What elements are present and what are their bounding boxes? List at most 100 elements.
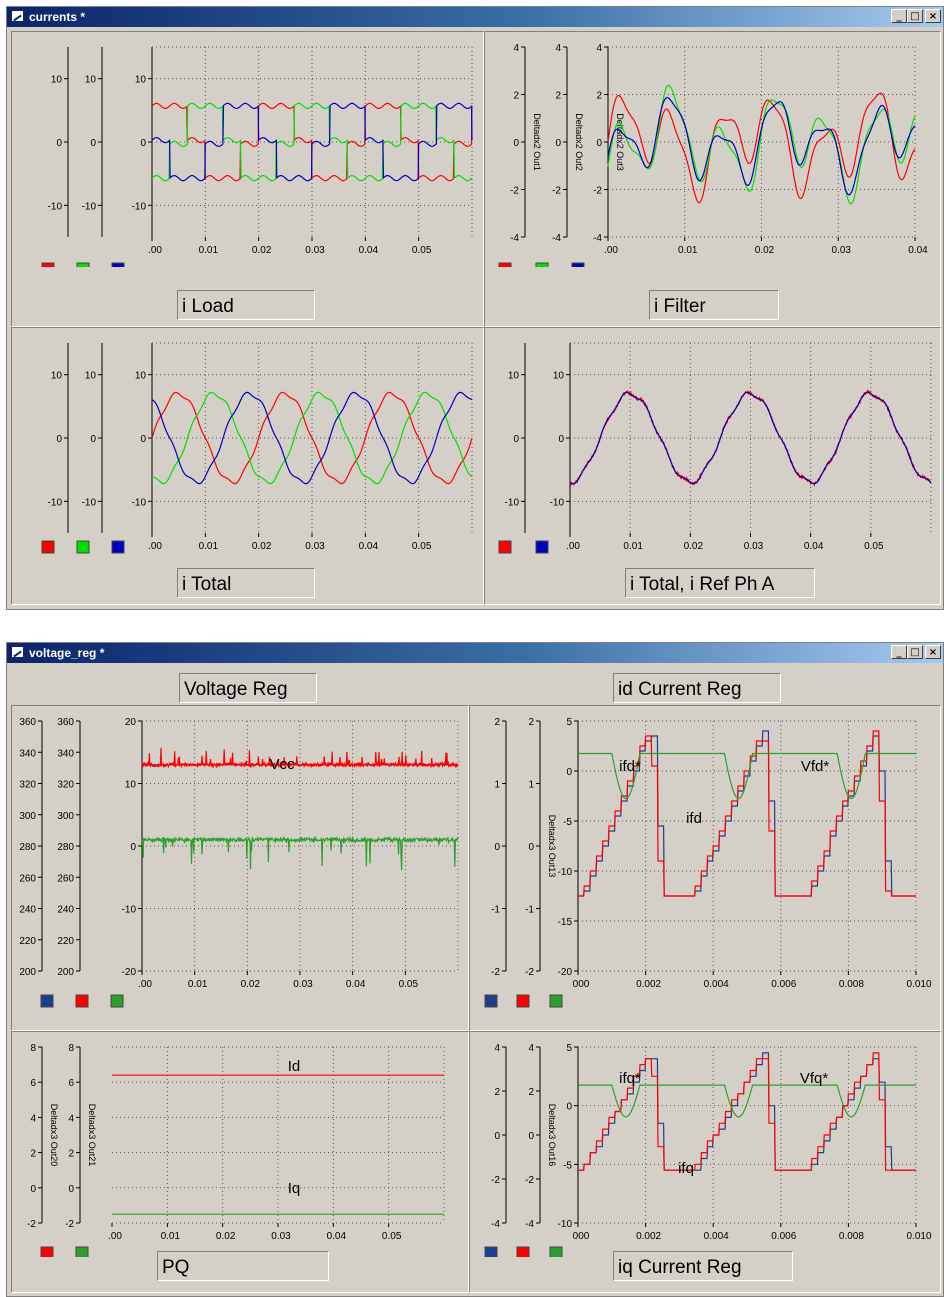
title-bar[interactable]: voltage_reg * _ □ × — [7, 643, 943, 663]
voltage-reg-panel — [11, 705, 469, 1031]
voltage-reg-chart[interactable]: 3603403203002802602402202003603403203002… — [12, 711, 467, 1013]
title-bar[interactable]: currents * _ □ × — [7, 7, 943, 27]
id-current-reg-chart[interactable]: 2 1 0 -1 -2 2 1 0 -1 -2 Deltadx3 Out13 5 0 -5 -10 -15 -2… — [470, 711, 938, 1013]
series-line — [578, 1084, 916, 1118]
i-total-ref-chart[interactable]: 10 0 -10 10 0 -10 .00 0.01 0.02 0.03 0.04 0.05 — [485, 333, 937, 563]
y-tick-label: 280 — [19, 842, 36, 853]
y-tick-label: 10 — [508, 371, 520, 382]
pq-panel — [11, 1031, 469, 1293]
close-button[interactable]: × — [925, 645, 941, 659]
x-tick-label: 0.03 — [744, 541, 764, 552]
i-total-ref-caption: i Total, i Ref Ph A — [625, 568, 815, 598]
x-tick-label: 0.04 — [359, 245, 379, 256]
y-tick-label: -4 — [593, 233, 602, 244]
maximize-button[interactable]: □ — [907, 9, 923, 23]
id-current-reg-panel — [469, 705, 941, 1031]
legend-swatch — [40, 1246, 54, 1257]
y-axis-title: Deltadx3 Out20 — [49, 1104, 59, 1167]
y-tick-label: 8 — [30, 1043, 36, 1054]
legend-swatch — [76, 262, 90, 267]
i-load-panel — [11, 31, 484, 327]
y-tick-label: 240 — [19, 905, 36, 916]
y-tick-label: 0 — [90, 138, 96, 149]
y-tick-label: 320 — [57, 780, 74, 791]
legend-swatch — [498, 540, 512, 554]
legend-swatch — [535, 262, 549, 267]
legend-swatch — [571, 262, 585, 267]
pq-caption: PQ — [157, 1251, 329, 1281]
x-tick-label: 0.03 — [305, 245, 325, 256]
i-total-chart[interactable]: 10 0 -10 10 0 -10 10 0 -10 .00 0.01 0.02 0.03 0.04 0.0… — [12, 333, 482, 563]
y-tick-label: -10 — [558, 867, 573, 878]
y-tick-label: 340 — [19, 748, 36, 759]
y-tick-label: -4 — [552, 233, 561, 244]
legend-swatch — [516, 1246, 530, 1257]
y-tick-label: -10 — [48, 201, 63, 212]
y-tick-label: -2 — [65, 1219, 74, 1230]
y-tick-label: 0 — [130, 842, 136, 853]
legend-swatch — [111, 262, 125, 267]
y-axis-title: Deltadx3 Out21 — [87, 1104, 97, 1167]
legend-swatch — [549, 994, 563, 1008]
x-tick-label: 0.004 — [704, 1231, 729, 1242]
y-tick-label: 10 — [51, 75, 63, 86]
y-tick-label: -5 — [563, 817, 572, 828]
y-tick-label: 0 — [56, 434, 62, 445]
pq-chart[interactable]: 8 6 4 2 0 -2 Deltadx3 Out20 8 6 4 2 0 -2 Deltadx3 Out… — [12, 1037, 467, 1257]
y-tick-label: 2 — [528, 717, 534, 728]
legend-swatch — [498, 262, 512, 267]
x-tick-label: 0.006 — [771, 979, 796, 990]
minimize-button[interactable]: _ — [891, 9, 907, 23]
series-annotation: ifq* — [619, 1070, 641, 1087]
minimize-button[interactable]: _ — [891, 645, 907, 659]
y-tick-label: -1 — [491, 905, 500, 916]
y-tick-label: -2 — [491, 967, 500, 978]
y-tick-label: -1 — [525, 905, 534, 916]
y-tick-label: 0 — [140, 434, 146, 445]
x-tick-label: 0.05 — [412, 541, 432, 552]
x-tick-label: 0.04 — [359, 541, 379, 552]
i-load-chart[interactable]: 10 0 -10 10 0 -10 10 0 -10 .00 0.01 0.02 0.03 0.04 0.0… — [12, 37, 482, 267]
x-tick-label: .00 — [138, 979, 152, 990]
y-axis-title: Deltadx3 Out16 — [547, 1104, 557, 1167]
legend-swatch — [111, 540, 125, 554]
voltage-reg-caption: Voltage Reg — [179, 673, 317, 703]
y-tick-label: 0 — [68, 1184, 74, 1195]
series-annotation: ifq — [678, 1160, 694, 1177]
y-tick-label: -10 — [82, 201, 97, 212]
y-tick-label: 0 — [596, 138, 602, 149]
x-tick-label: 0.01 — [161, 1231, 181, 1242]
series-line — [578, 752, 916, 800]
y-tick-label: 10 — [125, 780, 137, 791]
i-filter-panel — [484, 31, 941, 327]
y-tick-label: 220 — [19, 936, 36, 947]
y-tick-label: -2 — [525, 967, 534, 978]
y-tick-label: 4 — [68, 1113, 74, 1124]
y-tick-label: 4 — [528, 1043, 534, 1054]
y-tick-label: 0 — [494, 842, 500, 853]
y-tick-label: 10 — [135, 371, 147, 382]
iq-current-reg-caption: iq Current Reg — [613, 1251, 793, 1281]
legend-swatch — [75, 1246, 89, 1257]
i-total-panel — [11, 327, 484, 605]
legend-swatch — [75, 994, 89, 1008]
y-tick-label: 200 — [19, 967, 36, 978]
x-tick-label: 0.008 — [839, 979, 864, 990]
y-tick-label: 2 — [555, 91, 561, 102]
series-line — [607, 97, 916, 196]
maximize-button[interactable]: □ — [907, 645, 923, 659]
y-tick-label: 20 — [125, 717, 137, 728]
y-tick-label: 200 — [57, 967, 74, 978]
legend-swatch — [40, 994, 54, 1008]
x-tick-label: 0.01 — [199, 541, 219, 552]
x-tick-label: 0.02 — [241, 979, 261, 990]
x-tick-label: 000 — [573, 979, 590, 990]
x-tick-label: 0.04 — [327, 1231, 347, 1242]
legend-swatch — [41, 540, 55, 554]
x-tick-label: 0.04 — [804, 541, 824, 552]
i-filter-chart[interactable]: 4 2 0 -2 -4 Deltadx2 Out1 4 2 0 -2 -4 Deltadx2 Out2… — [485, 37, 937, 267]
close-button[interactable]: × — [925, 9, 941, 23]
series-line — [141, 835, 459, 871]
x-tick-label: 0.02 — [252, 245, 272, 256]
